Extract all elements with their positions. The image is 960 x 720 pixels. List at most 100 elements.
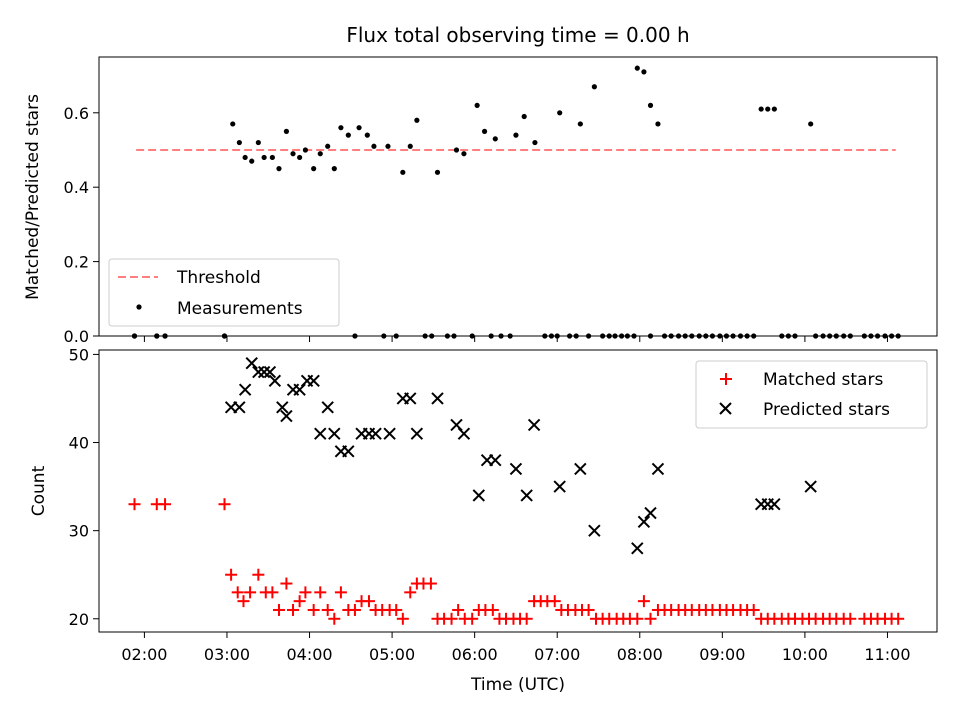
predicted-star-point [520,489,533,502]
predicted-star-point [588,524,601,537]
matched-star-point [486,603,499,616]
measurement-point [276,166,282,172]
matched-star-point [396,612,409,625]
measurement-point [302,147,309,153]
matched-star-point [293,595,306,608]
predicted-star-stroke [280,409,293,423]
measurement-point [230,121,236,127]
measurement-point [492,136,498,142]
top-y-tick-label: 0.6 [64,104,89,123]
predicted-star-point [644,506,657,520]
predicted-star-point [631,542,644,555]
measurement-point [331,166,337,172]
top-plot-frame [98,56,938,337]
bottom-y-ticks: 20 30 40 50 [69,345,99,629]
predicted-star-stroke [631,542,644,555]
predicted-star-stroke [509,462,523,476]
predicted-star-stroke [768,498,781,511]
bottom-x-tick-label: 10:00 [782,645,828,664]
matched-star-point [520,612,533,625]
measurement-point [577,121,583,127]
matched-legend-label: Matched stars [763,370,883,390]
predicted-star-point [553,480,566,493]
measurement-point [461,151,467,157]
matched-star-point [404,586,417,599]
predicted-star-point [457,427,471,440]
matched-star-point [272,603,285,616]
predicted-star-stroke [637,515,651,529]
chart-title: Flux total observing time = 0.00 h [346,23,689,47]
predicted-star-point [268,374,282,388]
matched-star-point [128,498,141,511]
measurement-point [325,143,331,149]
measurement-point [758,106,764,112]
matched-star-point [452,603,465,616]
x-axis-label: Time (UTC) [470,675,565,695]
predicted-star-point [637,515,651,529]
measurement-point [591,84,597,90]
matched-star-point [321,603,334,616]
measurement-point [407,143,413,149]
matched-star-point [218,498,231,511]
bottom-x-ticks: 02:00 03:00 04:00 05:00 06:00 07:00 08:00 09:00… [121,632,911,664]
matched-star-point [424,577,437,590]
predicted-star-stroke [245,357,258,370]
predicted-star-stroke [651,462,665,476]
bottom-plot-frame [98,349,938,633]
predicted-star-stroke [472,489,485,502]
top-y-ticks: 0.0 0.2 0.4 0.6 [64,104,99,346]
matched-star-point [637,595,650,608]
predicted-star-point [404,392,417,405]
bottom-x-tick-label: 03:00 [204,645,250,664]
threshold-legend-label: Threshold [176,268,261,288]
predicted-star-point [472,489,485,502]
top-legend-box [108,258,340,327]
matched-star-point [314,586,327,599]
measurement-point [474,102,480,108]
measurement-point [434,169,441,175]
matched-star-point [244,586,257,599]
predicted-star-stroke [450,418,463,432]
measurement-point [634,65,640,71]
matched-star-point [237,595,250,608]
predicted-star-point [328,427,341,440]
measurement-point [283,128,290,134]
predicted-star-point [651,462,665,476]
matched-star-point [362,595,375,608]
measurement-point [400,169,406,175]
measurements-legend-marker [136,304,142,310]
predicted-star-point [431,392,444,405]
measurement-point [521,113,527,120]
predicted-star-stroke [321,401,334,414]
measurement-point [513,132,519,138]
matched-star-point [280,577,293,590]
predicted-legend-marker [719,402,732,415]
predicted-star-stroke [489,453,502,467]
predicted-star-point [263,365,277,379]
bottom-legend-box [695,360,928,429]
predicted-star-point [509,462,523,476]
bottom-y-axis-label: Count [29,465,49,516]
measurement-point [364,132,370,138]
matched-star-point [892,612,905,625]
predicted-star-point [314,427,327,440]
predicted-star-point [410,427,424,440]
predicted-star-point [527,418,541,432]
bottom-x-tick-label: 02:00 [121,645,167,664]
bottom-x-tick-label: 07:00 [534,645,580,664]
predicted-star-point [257,365,271,379]
matched-star-point [348,603,361,616]
predicted-star-point [768,498,781,511]
top-legend: Threshold Measurements [108,258,340,327]
measurement-point [255,139,261,146]
matched-star-point [631,612,644,625]
predicted-star-stroke [369,427,382,440]
predicted-star-stroke [307,374,320,388]
measurement-point [481,128,488,134]
measurement-point [557,110,563,116]
matched-star-point [225,568,238,581]
predicted-star-point [245,357,258,370]
measurement-point [242,154,248,161]
top-panel: 0.0 0.2 0.4 0.6 Matched/Predicted stars Thr… [23,56,938,346]
